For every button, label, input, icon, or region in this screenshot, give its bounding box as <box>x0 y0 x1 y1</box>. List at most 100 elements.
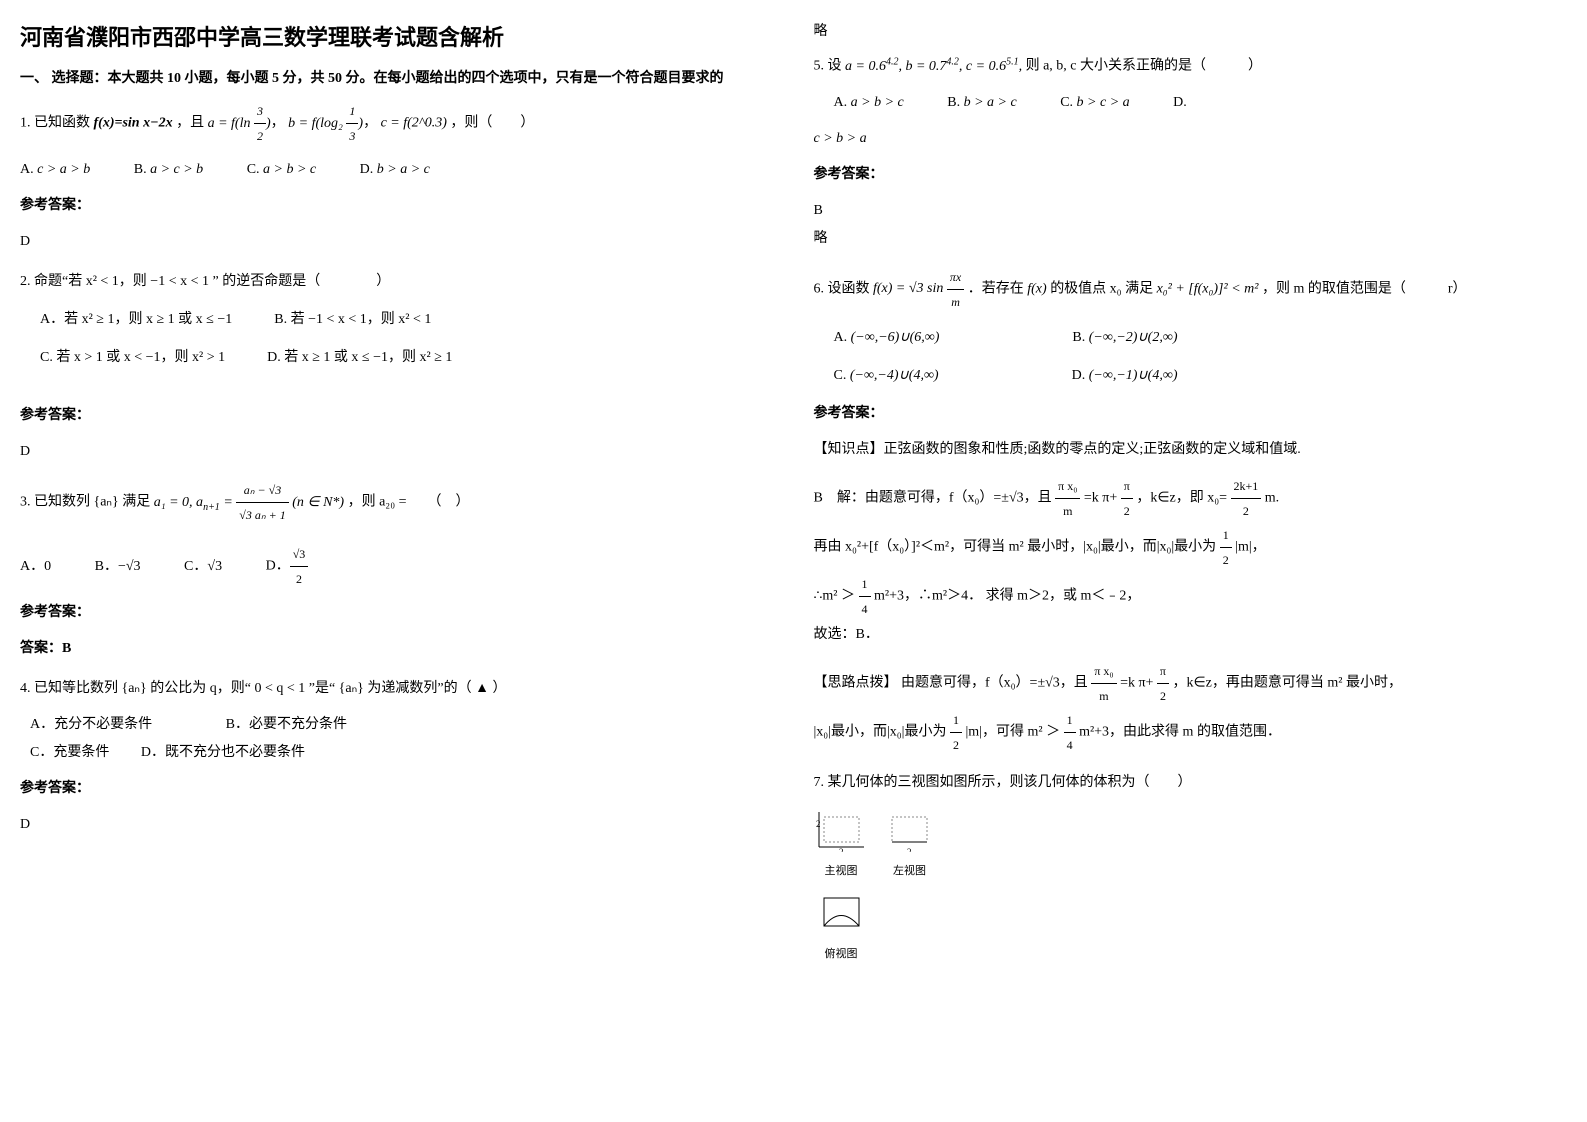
top-view: 俯视图 <box>814 890 869 965</box>
q6-hf2d: 2 <box>1157 684 1169 708</box>
question-2: 2. 命题“若 x² < 1，则 −1 < x < 1 ” 的逆否命题是（ ） … <box>20 268 774 466</box>
q1-optD-text: b > a > c <box>377 162 430 177</box>
q4-optD: D．既不充分也不必要条件 <box>141 745 305 760</box>
q6-knowledge: 【知识点】正弦函数的图象和性质;函数的零点的定义;正弦函数的定义域和值域. <box>814 436 1568 464</box>
q6-hint: 【思路点拨】 由题意可得，f（x₀）=±√3，且 π x₀m =k π+ π2 … <box>814 659 1568 708</box>
q6-hm1: =k π+ <box>1120 675 1157 690</box>
question-3: 3. 已知数列 {aₙ} 满足 a₁ = 0, an+1 = aₙ − √3√3… <box>20 478 774 663</box>
view1-label: 主视图 <box>825 865 858 877</box>
main-view-svg: 2 2 <box>814 807 869 852</box>
q6-f5n: 1 <box>859 572 871 597</box>
section-header: 一、 选择题：本大题共 10 小题，每小题 5 分，共 50 分。在每小题给出的… <box>20 67 774 87</box>
q6-optB-text: (−∞,−2)∪(2,∞) <box>1089 330 1178 345</box>
q5-vals: a = 0.64.2, b = 0.74.2, c = 0.65.1, <box>845 59 1022 74</box>
q4-stem: 4. 已知等比数列 {aₙ} 的公比为 q，则“ 0 < q < 1 ”是“ {… <box>20 675 774 703</box>
q3-optB: B．−√3 <box>95 553 141 581</box>
q6-hf1n: π x₀ <box>1091 659 1116 684</box>
q6-hf2n: π <box>1157 659 1169 684</box>
q6-fx2: f(x) <box>1027 281 1046 296</box>
q6-hf4n: 1 <box>1064 708 1076 733</box>
question-1: 1. 已知函数 f(x)=sin x−2x ，且 a = f(ln 32)， b… <box>20 99 774 256</box>
q4-optA: A．充分不必要条件 <box>30 717 152 732</box>
q2-answer: D <box>20 438 774 466</box>
q6-prefix: 6. 设函数 <box>814 281 870 296</box>
q6-sm2: ，k∈z，即 x₀= <box>1136 490 1230 505</box>
q5-answer: B <box>814 197 1568 225</box>
q6-optD-text: (−∞,−1)∪(4,∞) <box>1089 368 1178 383</box>
q6-hl2c: m²+3，由此求得 m 的取值范围． <box>1079 724 1281 739</box>
q6-fx: f(x) = √3 sin πxm <box>873 281 964 296</box>
question-7: 7. 某几何体的三视图如图所示，则该几何体的体积为（ ） 2 2 主视图 <box>814 769 1568 968</box>
q6-mid2: 的极值点 x₀ 满足 <box>1050 281 1153 296</box>
q6-f4n: 1 <box>1220 523 1232 548</box>
q6-sm1: =k π+ <box>1084 490 1121 505</box>
q6-f5d: 4 <box>859 597 871 621</box>
view3-label: 俯视图 <box>825 948 858 960</box>
q5-answer-label: 参考答案： <box>814 161 1568 189</box>
q6-hf3n: 1 <box>950 708 962 733</box>
q1-b: b = f(log₂ 13) <box>288 116 363 131</box>
q5-optA-text: a > b > c <box>851 95 904 110</box>
q4-answer-label: 参考答案： <box>20 775 774 803</box>
q6-cond: x₀² + [f(x₀)]² < m² <box>1157 281 1259 296</box>
q1-optA-text: c > a > b <box>37 162 90 177</box>
q6-hint-line2: |x₀|最小，而|x₀|最小为 12 |m|，可得 m² ＞ 14 m²+3，由… <box>814 708 1568 757</box>
q6-optA-text: (−∞,−6)∪(6,∞) <box>851 330 940 345</box>
q3-optD: D．√32 <box>266 542 309 591</box>
left-view: 2 左视图 <box>882 807 937 882</box>
q6-f2n: π <box>1121 474 1133 499</box>
q6-sl3b: m²+3，∴m²＞4． 求得 m＞2，或 m＜﹣2， <box>874 588 1140 603</box>
q5-optA: A. a > b > c <box>834 89 904 117</box>
q1-optA: A. c > a > b <box>20 156 90 184</box>
svg-text:2: 2 <box>816 819 821 829</box>
q6-f4d: 2 <box>1220 548 1232 572</box>
question-4: 4. 已知等比数列 {aₙ} 的公比为 q，则“ 0 < q < 1 ”是“ {… <box>20 675 774 839</box>
q6-answer-label: 参考答案： <box>814 400 1568 428</box>
q1-fx: f(x)=sin x−2x <box>94 116 173 131</box>
q3-optC: C．√3 <box>184 553 222 581</box>
q6-hf1d: m <box>1091 684 1116 708</box>
q6-solution-line1: B 解：由题意可得，f（x₀）=±√3，且 π x₀m =k π+ π 2 ，k∈… <box>814 474 1568 523</box>
top-view-svg <box>814 890 869 935</box>
q5-optC-text: b > c > a <box>1077 95 1130 110</box>
q1-optD: D. b > a > c <box>360 156 430 184</box>
q6-hl2b: |m|，可得 m² ＞ <box>965 724 1063 739</box>
q1-optB: B. a > c > b <box>134 156 203 184</box>
q1-optC-text: a > b > c <box>263 162 316 177</box>
q5-prefix: 5. 设 <box>814 59 842 74</box>
q5-optB: B. b > a > c <box>947 89 1016 117</box>
q1-a: a = f(ln 32) <box>208 116 271 131</box>
q6-f1n: π x₀ <box>1055 474 1080 499</box>
q5-suffix: 则 a, b, c 大小关系正确的是（ ） <box>1026 59 1262 74</box>
q5-optC: C. b > c > a <box>1060 89 1129 117</box>
q1-optC: C. a > b > c <box>247 156 316 184</box>
q6-hf4d: 4 <box>1064 733 1076 757</box>
svg-text:2: 2 <box>907 847 912 852</box>
q4-optC: C．充要条件 <box>30 745 109 760</box>
q6-hm2: ，k∈z，再由题意可得当 m² 最小时， <box>1172 675 1402 690</box>
q6-solution-line2: 再由 x₀²+[f（x₀）]²＜m²，可得当 m² 最小时，|x₀|最小，而|x… <box>814 523 1568 572</box>
q3-prefix: 3. 已知数列 {aₙ} 满足 <box>20 495 150 510</box>
q6-hf3d: 2 <box>950 733 962 757</box>
svg-text:2: 2 <box>839 847 844 852</box>
q2-optB: B. 若 −1 < x < 1，则 x² < 1 <box>274 312 431 327</box>
view2-label: 左视图 <box>893 865 926 877</box>
q2-stem: 2. 命题“若 x² < 1，则 −1 < x < 1 ” 的逆否命题是（ ） <box>20 268 774 296</box>
q7-diagram: 2 2 主视图 2 左视图 <box>814 807 1568 968</box>
q6-sl3a: ∴m² ＞ <box>814 588 859 603</box>
q6-f1d: m <box>1055 499 1080 523</box>
q6-f3d: 2 <box>1231 499 1262 523</box>
q3-answer: 答案：B <box>20 635 774 663</box>
q6-optA: A. (−∞,−6)∪(6,∞) <box>834 330 940 345</box>
q3-answer-label: 参考答案： <box>20 599 774 627</box>
q6-solution-line3: ∴m² ＞ 14 m²+3，∴m²＞4． 求得 m＞2，或 m＜﹣2， <box>814 572 1568 621</box>
q5-note: 略 <box>814 225 1568 253</box>
main-view: 2 2 主视图 <box>814 807 869 882</box>
q4-answer: D <box>20 811 774 839</box>
q6-ha: 由题意可得，f（x₀）=±√3，且 <box>901 675 1091 690</box>
q6-sol-b: B 解：由题意可得，f（x₀）=±√3，且 <box>814 490 1056 505</box>
left-view-svg: 2 <box>882 807 937 852</box>
q1-mid: ，且 <box>176 116 204 131</box>
q6-optC: C. (−∞,−4)∪(4,∞) <box>834 368 939 383</box>
question-6: 6. 设函数 f(x) = √3 sin πxm ．若存在 f(x) 的极值点 … <box>814 265 1568 757</box>
